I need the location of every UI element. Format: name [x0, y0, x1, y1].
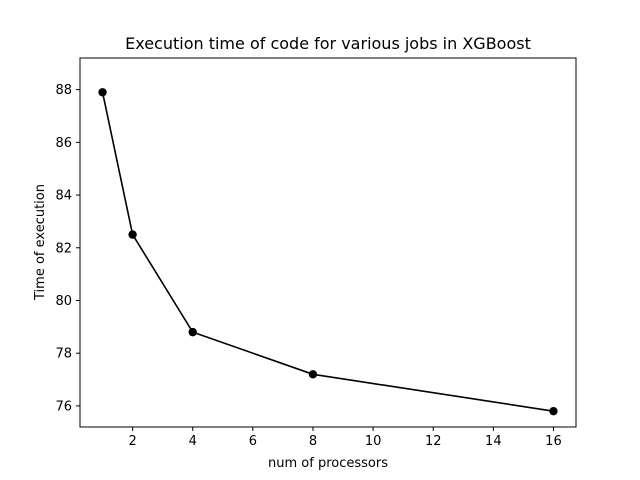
- data-point: [128, 230, 137, 239]
- x-tick-label: 2: [128, 434, 136, 449]
- plot-area: [98, 88, 558, 416]
- x-tick-label: 8: [309, 434, 317, 449]
- data-point: [308, 370, 318, 379]
- x-tick-label: 12: [425, 434, 442, 449]
- x-tick-label: 16: [545, 434, 562, 449]
- x-tick-label: 14: [485, 434, 502, 449]
- data-point: [188, 327, 197, 337]
- y-tick-label: 80: [55, 294, 72, 309]
- y-tick-label: 82: [55, 241, 72, 256]
- x-axis-label: num of processors: [268, 456, 388, 471]
- x-tick-label: 6: [249, 434, 257, 449]
- y-axis: 76 78 80 82 84 86 88: [55, 83, 80, 414]
- y-axis-label: Time of execution: [33, 184, 48, 301]
- x-tick-label: 10: [365, 434, 382, 449]
- chart-title: Execution time of code for various jobs …: [125, 34, 531, 53]
- y-tick-label: 78: [55, 347, 72, 362]
- y-tick-label: 88: [55, 83, 72, 98]
- plot-frame: [79, 57, 577, 428]
- y-tick-label: 86: [55, 136, 72, 151]
- y-tick-label: 84: [55, 189, 72, 204]
- series-line: [101, 92, 554, 412]
- x-axis: 2 4 6 8 10 12 14 16: [128, 427, 562, 449]
- data-point: [549, 406, 558, 416]
- x-tick-label: 4: [189, 434, 197, 449]
- y-tick-label: 76: [55, 399, 72, 414]
- data-point: [98, 88, 107, 97]
